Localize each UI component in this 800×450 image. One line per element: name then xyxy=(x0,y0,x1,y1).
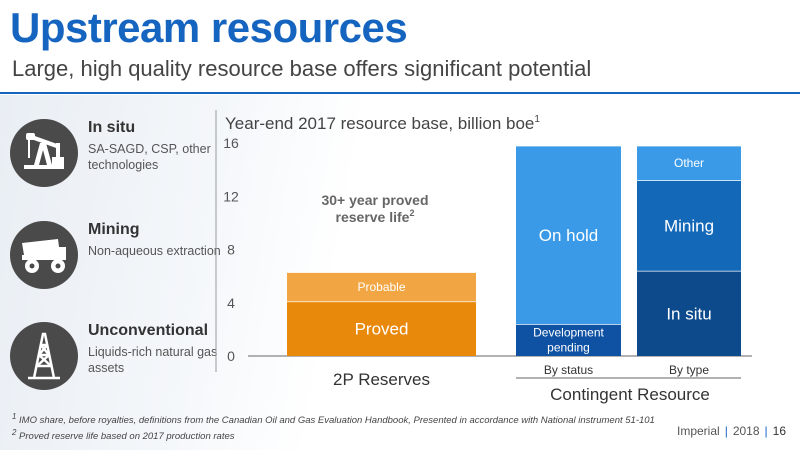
group-label: Contingent Resource xyxy=(550,385,710,404)
annotation-line-2: reserve life2 xyxy=(336,208,415,225)
oil-pump-icon xyxy=(10,119,78,187)
annotation-line-1: 30+ year proved xyxy=(321,192,428,208)
footnote-text: IMO share, before royalties, definitions… xyxy=(19,415,655,427)
footer-separator: | xyxy=(764,424,768,438)
category-label: By status xyxy=(544,363,593,377)
segment-label: pending xyxy=(547,341,590,355)
footnote-2: 2 Proved reserve life based on 2017 prod… xyxy=(12,428,235,442)
bar-segment-development-pending xyxy=(516,324,621,356)
segment-label: In situ xyxy=(666,304,711,323)
segment-label: Other xyxy=(674,156,704,170)
footer-company: Imperial xyxy=(677,424,720,438)
footnote-marker: 2 xyxy=(12,428,17,437)
segment-label: Proved xyxy=(355,320,409,339)
page-footer: Imperial | 2018 | 16 xyxy=(677,424,786,438)
bar-segment-probable xyxy=(287,272,476,302)
page-subtitle: Large, high quality resource base offers… xyxy=(12,56,592,81)
category-label: 2P Reserves xyxy=(333,370,430,389)
segment-label: Probable xyxy=(357,280,405,294)
chart-title: Year-end 2017 resource base, billion boe… xyxy=(225,114,540,133)
y-tick-label: 16 xyxy=(223,135,239,151)
drilling-rig-icon xyxy=(10,322,78,390)
resource-description: Liquids-rich natural gas assets xyxy=(88,345,218,375)
y-tick-label: 8 xyxy=(227,242,235,258)
footer-year: 2018 xyxy=(732,424,760,438)
bar-segment-on-hold xyxy=(516,145,621,325)
haul-truck-icon xyxy=(10,221,78,289)
resource-title: Mining xyxy=(88,221,140,238)
footnote-marker: 1 xyxy=(12,412,17,421)
page-title: Upstream resources xyxy=(10,4,408,51)
bar-segment-in-situ xyxy=(637,270,741,356)
page-number: 16 xyxy=(772,424,786,438)
resource-title: Unconventional xyxy=(88,322,209,339)
resource-title: In situ xyxy=(88,119,136,136)
footer-separator: | xyxy=(724,424,728,438)
y-tick-label: 12 xyxy=(223,188,239,204)
resource-description: Non-aqueous extraction xyxy=(88,244,221,258)
footnote-1: 1 IMO share, before royalties, definitio… xyxy=(12,412,655,426)
segment-label: On hold xyxy=(539,226,599,245)
title-divider xyxy=(0,92,800,94)
chart-title-superscript: 1 xyxy=(534,114,540,125)
category-label: By type xyxy=(669,363,709,377)
y-tick-label: 4 xyxy=(227,295,235,311)
bar-segment-mining xyxy=(637,180,741,271)
y-tick-label: 0 xyxy=(227,348,235,364)
annotation-superscript: 2 xyxy=(409,208,414,218)
segment-label: Mining xyxy=(664,216,714,235)
bar-segment-proved xyxy=(287,301,476,356)
bar-segment-other xyxy=(637,145,741,181)
resource-description: SA-SAGD, CSP, other technologies xyxy=(88,142,211,172)
segment-label: Development xyxy=(533,326,604,340)
footnote-text: Proved reserve life based on 2017 produc… xyxy=(19,431,235,443)
